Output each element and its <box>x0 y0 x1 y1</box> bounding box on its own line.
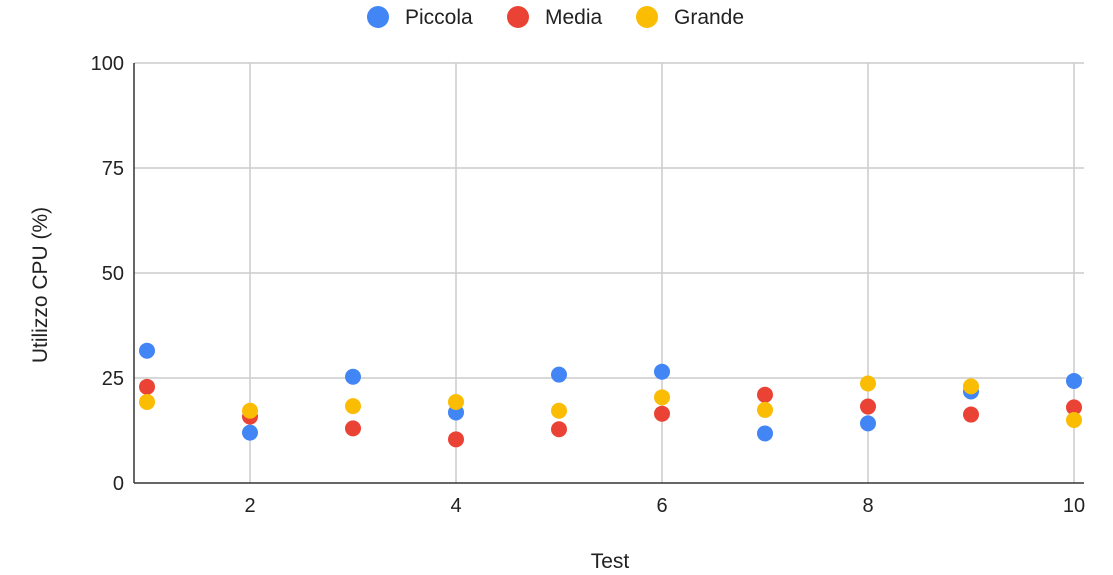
data-point-media <box>345 420 361 437</box>
axes <box>133 63 1084 484</box>
legend: Piccola Media Grande <box>367 6 744 29</box>
data-point-piccola <box>242 424 258 441</box>
legend-label-piccola: Piccola <box>405 6 473 29</box>
data-point-grande <box>551 402 567 419</box>
y-tick-label: 25 <box>102 368 124 390</box>
y-tick-label: 75 <box>102 158 124 180</box>
data-point-media <box>551 421 567 438</box>
legend-marker-piccola <box>367 6 389 28</box>
data-point-grande <box>139 393 155 410</box>
data-point-piccola <box>654 363 670 380</box>
data-point-piccola <box>551 366 567 383</box>
y-axis-title: Utilizzo CPU (%) <box>29 207 52 363</box>
x-tick-label: 8 <box>862 495 873 517</box>
data-point-media <box>139 378 155 395</box>
data-point-piccola <box>345 368 361 385</box>
legend-label-grande: Grande <box>674 6 744 29</box>
data-point-grande <box>345 398 361 415</box>
data-point-grande <box>963 378 979 395</box>
data-point-grande <box>448 393 464 410</box>
data-point-piccola <box>139 342 155 359</box>
data-point-media <box>860 398 876 415</box>
data-point-grande <box>757 401 773 418</box>
legend-marker-grande <box>636 6 658 28</box>
y-tick-label: 0 <box>113 473 124 495</box>
data-point-piccola <box>757 425 773 442</box>
grid <box>134 62 1084 483</box>
legend-marker-media <box>507 6 529 28</box>
x-tick-label: 6 <box>656 495 667 517</box>
data-point-piccola <box>1066 372 1082 389</box>
data-point-media <box>963 406 979 423</box>
legend-label-media: Media <box>545 6 603 29</box>
x-tick-label: 4 <box>450 495 461 517</box>
y-tick-label: 100 <box>91 53 124 75</box>
x-tick-label: 10 <box>1063 495 1085 517</box>
y-tick-label: 50 <box>102 263 124 285</box>
data-point-media <box>757 386 773 403</box>
data-point-media <box>1066 399 1082 416</box>
data-point-piccola <box>860 415 876 432</box>
data-points <box>139 342 1082 448</box>
data-point-grande <box>242 402 258 419</box>
data-point-grande <box>654 389 670 406</box>
data-point-grande <box>860 375 876 392</box>
x-axis-title: Test <box>591 550 630 573</box>
x-tick-labels: 2 4 6 8 10 <box>244 495 1085 517</box>
data-point-media <box>448 431 464 448</box>
x-tick-label: 2 <box>244 495 255 517</box>
y-tick-labels: 0 25 50 75 100 <box>91 53 124 495</box>
data-point-media <box>654 405 670 422</box>
data-point-grande <box>1066 412 1082 428</box>
